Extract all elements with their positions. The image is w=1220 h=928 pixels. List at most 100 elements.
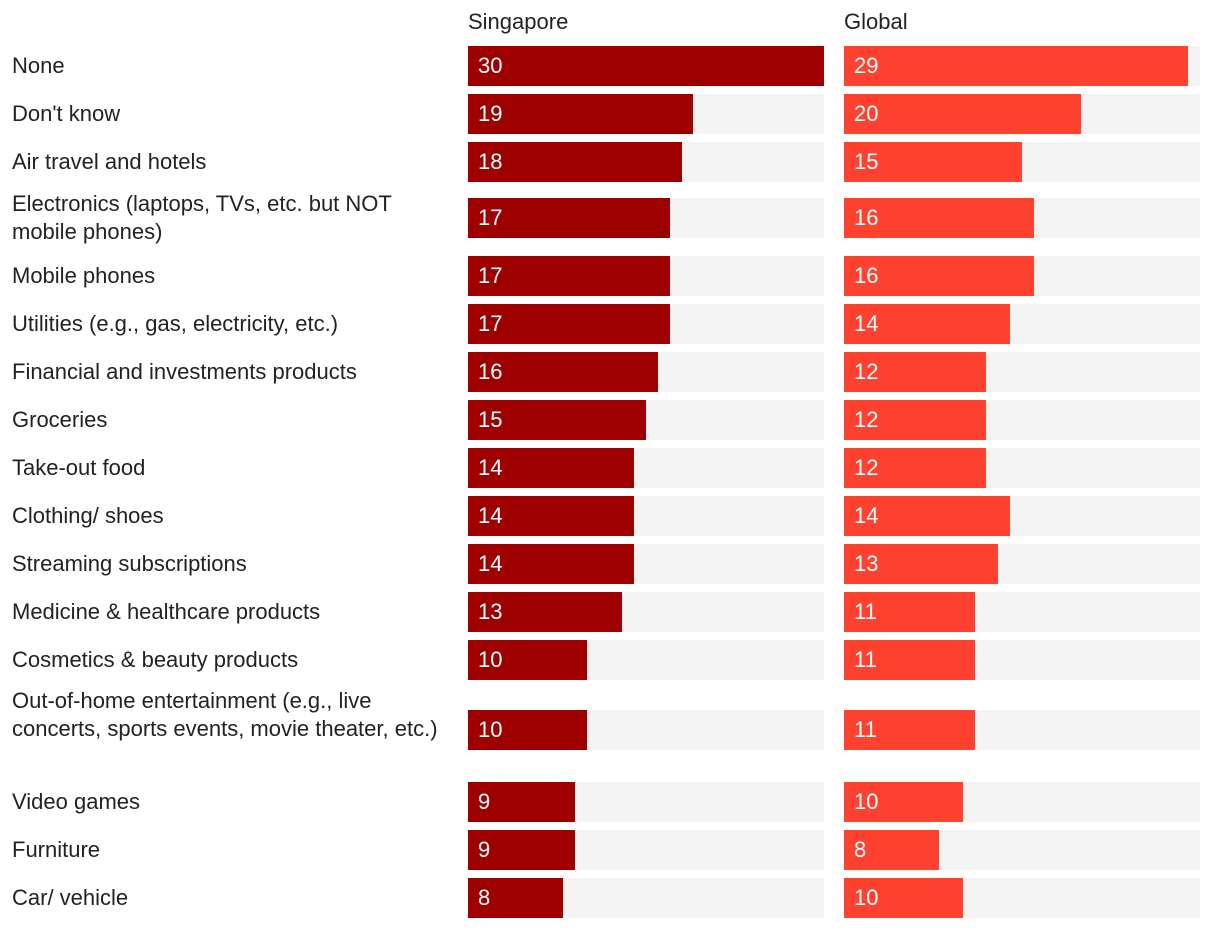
- bar-global: [844, 352, 987, 392]
- data-label: 29: [854, 53, 879, 78]
- category-label: Air travel and hotels: [12, 149, 207, 174]
- data-label: 10: [478, 717, 503, 742]
- category-label: Electronics (laptops, TVs, etc. but NOT …: [12, 191, 392, 244]
- bar-track-global: 13: [844, 544, 1200, 584]
- category-label: Take-out food: [12, 455, 146, 480]
- bar-singapore: [468, 352, 658, 392]
- bar-singapore: [468, 304, 670, 344]
- data-label: 16: [854, 205, 879, 230]
- bar-singapore: [468, 710, 587, 750]
- bar-track-singapore: 18: [468, 142, 824, 182]
- data-label: 17: [478, 205, 503, 230]
- category-label: Groceries: [12, 407, 108, 432]
- bar-singapore: [468, 198, 670, 238]
- data-label: 9: [478, 837, 491, 862]
- bar-track-global: 11: [844, 592, 1200, 632]
- data-label: 11: [854, 647, 877, 672]
- data-label: 13: [854, 551, 879, 576]
- bar-track-singapore: 30: [468, 46, 824, 86]
- data-label: 11: [854, 599, 877, 624]
- bar-singapore: [468, 878, 563, 918]
- bar-track-singapore: 17: [468, 256, 824, 296]
- data-label: 16: [478, 359, 503, 384]
- bar-track-global: 11: [844, 710, 1200, 750]
- bar-global: [844, 142, 1022, 182]
- bar-track-global: 12: [844, 352, 1200, 392]
- data-label: 8: [854, 837, 867, 862]
- bar-global: [844, 496, 1011, 536]
- data-label: 9: [478, 789, 491, 814]
- bar-singapore: [468, 496, 635, 536]
- bar-global: [844, 46, 1189, 86]
- category-label: Out-of-home entertainment (e.g., live co…: [12, 688, 438, 741]
- category-label: Furniture: [12, 837, 101, 862]
- bar-singapore: [468, 142, 682, 182]
- bar-singapore: [468, 544, 635, 584]
- series-header-global: Global: [844, 9, 908, 34]
- data-label: 17: [478, 311, 503, 336]
- bar-track-global: 14: [844, 304, 1200, 344]
- category-label: Clothing/ shoes: [12, 503, 164, 528]
- data-label: 14: [854, 503, 879, 528]
- bar-track-global: 20: [844, 94, 1200, 134]
- bar-track-global: 11: [844, 640, 1200, 680]
- bar-global: [844, 544, 999, 584]
- bar-singapore: [468, 448, 635, 488]
- bar-singapore: [468, 94, 694, 134]
- bar-global: [844, 400, 987, 440]
- data-label: 30: [478, 53, 503, 78]
- category-label: Utilities (e.g., gas, electricity, etc.): [12, 311, 339, 336]
- data-label: 20: [854, 101, 879, 126]
- bar-singapore: [468, 400, 646, 440]
- bar-track-global: 10: [844, 878, 1200, 918]
- data-label: 13: [478, 599, 503, 624]
- bar-track-singapore: 14: [468, 448, 824, 488]
- data-label: 16: [854, 263, 879, 288]
- bar-track-singapore: 15: [468, 400, 824, 440]
- bar-global: [844, 256, 1034, 296]
- bar-singapore: [468, 256, 670, 296]
- data-label: 10: [478, 647, 503, 672]
- category-label: Mobile phones: [12, 263, 156, 288]
- category-label: Streaming subscriptions: [12, 551, 247, 576]
- bar-singapore: [468, 592, 623, 632]
- bar-singapore: [468, 46, 824, 86]
- bar-global: [844, 782, 963, 822]
- bar-track-singapore: 8: [468, 878, 824, 918]
- bar-track-singapore: 14: [468, 544, 824, 584]
- bar-singapore: [468, 640, 587, 680]
- bar-global: [844, 640, 975, 680]
- bar-track-global: 15: [844, 142, 1200, 182]
- bar-singapore: [468, 830, 575, 870]
- data-label: 17: [478, 263, 503, 288]
- series-header-singapore: Singapore: [468, 9, 569, 34]
- category-label: Medicine & healthcare products: [12, 599, 321, 624]
- bar-track-global: 16: [844, 256, 1200, 296]
- data-label: 11: [854, 717, 877, 742]
- category-label: Financial and investments products: [12, 359, 357, 384]
- bar-track-global: 12: [844, 448, 1200, 488]
- data-label: 12: [854, 359, 879, 384]
- bar-singapore: [468, 782, 575, 822]
- data-label: 12: [854, 455, 879, 480]
- category-label: Car/ vehicle: [12, 885, 129, 910]
- bar-track-singapore: 9: [468, 830, 824, 870]
- bar-track-singapore: 10: [468, 640, 824, 680]
- bar-global: [844, 592, 975, 632]
- bar-global: [844, 710, 975, 750]
- bar-global: [844, 198, 1034, 238]
- bar-track-singapore: 17: [468, 198, 824, 238]
- data-label: 19: [478, 101, 503, 126]
- data-label: 10: [854, 789, 879, 814]
- data-label: 18: [478, 149, 503, 174]
- bar-global: [844, 304, 1011, 344]
- bar-track-global: 12: [844, 400, 1200, 440]
- bar-track-singapore: 13: [468, 592, 824, 632]
- bar-track-singapore: 16: [468, 352, 824, 392]
- bar-global: [844, 448, 987, 488]
- category-label: Don't know: [12, 101, 121, 126]
- bar-track-global: 14: [844, 496, 1200, 536]
- data-label: 15: [478, 407, 503, 432]
- data-label: 14: [478, 551, 503, 576]
